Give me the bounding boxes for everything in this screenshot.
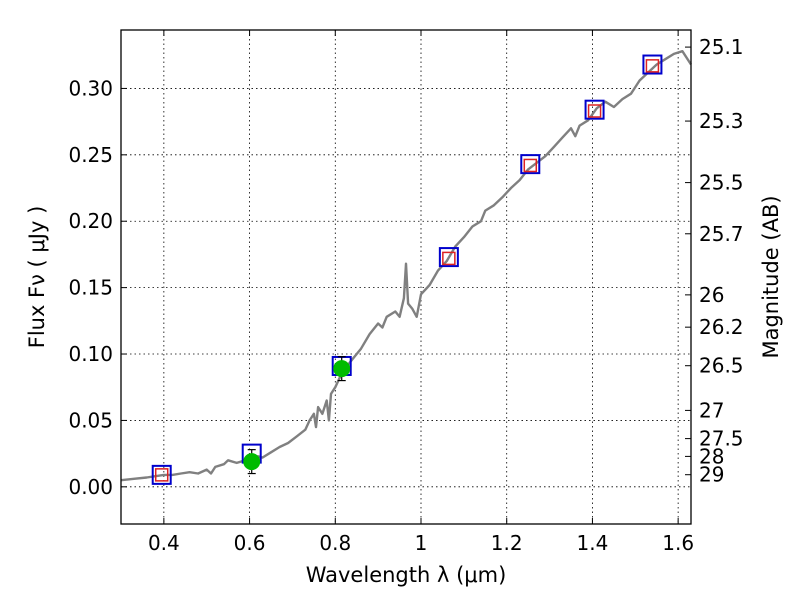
y2-tick-label: 26.5: [699, 354, 744, 378]
detection-point: [333, 360, 351, 378]
y-tick-label: 0.00: [68, 475, 113, 499]
observed-flux-marker: [645, 59, 660, 73]
y2-tick-label: 26.2: [699, 315, 744, 339]
synthetic-photometry-marker: [584, 99, 605, 120]
y2-tick-label: 25.7: [699, 222, 744, 246]
detection-point: [243, 453, 261, 471]
x-axis: 0.4 0.6 0.8 1 1.2 1.4 1.6: [148, 30, 694, 555]
synthetic-photometry-marker: [438, 247, 459, 268]
y2-axis-label: Magnitude (AB): [759, 195, 783, 358]
x-tick-label: 0.4: [148, 531, 180, 555]
y2-tick-label: 28: [699, 444, 724, 468]
y2-tick-label: 27.5: [699, 427, 744, 451]
y2-tick-label: 25.5: [699, 171, 744, 195]
y-tick-label: 0.15: [68, 276, 113, 300]
y-tick-label: 0.25: [68, 143, 113, 167]
observed-flux-marker: [442, 251, 456, 266]
y2-tick-label: 25.1: [699, 35, 744, 59]
y2-tick-label: 29: [699, 463, 724, 487]
spectrum-line: [120, 50, 693, 482]
plot-frame: [120, 29, 692, 525]
synthetic-photometry-marker: [520, 154, 541, 175]
y2-tick-label: 26: [699, 283, 724, 307]
y-tick-label: 0.10: [68, 342, 113, 366]
x-tick-label: 1.6: [662, 531, 694, 555]
y-axis: 0.00 0.05 0.10 0.15 0.20 0.25 0.30: [68, 76, 127, 499]
x-tick-label: 1.4: [577, 531, 609, 555]
y-tick-label: 0.20: [68, 209, 113, 233]
x-tick-label: 0.6: [234, 531, 266, 555]
observed-flux-marker: [523, 158, 538, 173]
y-tick-label: 0.30: [68, 76, 113, 100]
synthetic-photometry-marker: [151, 464, 172, 485]
synthetic-photometry-marker: [642, 54, 663, 75]
x-tick-label: 1.2: [491, 531, 523, 555]
series-layer: [120, 50, 693, 485]
y2-tick-label: 27: [699, 398, 724, 422]
x-tick-label: 1: [415, 531, 428, 555]
observed-flux-marker: [154, 468, 169, 482]
y2-tick-label: 25.3: [699, 109, 744, 133]
y-tick-label: 0.05: [68, 408, 113, 432]
y-axis-label: Flux Fν ( μJy ): [25, 206, 49, 349]
grid: [121, 30, 691, 524]
observed-flux-marker: [587, 104, 602, 118]
x-axis-label: Wavelength λ (μm): [306, 563, 507, 587]
x-tick-label: 0.8: [319, 531, 351, 555]
